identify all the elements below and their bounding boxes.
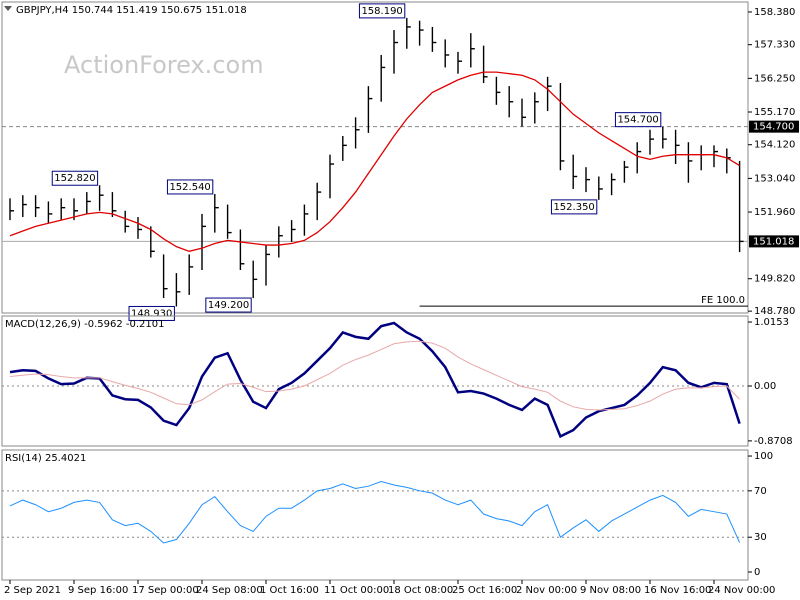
pane-title: GBPJPY,H4 150.744 151.419 150.675 151.01…: [16, 5, 247, 16]
x-tick-label: 24 Nov 00:00: [708, 585, 775, 596]
annotation-label: 152.820: [54, 173, 95, 184]
title-icon: [4, 6, 12, 11]
level-label-box: [749, 120, 799, 133]
annotation-label: 154.700: [617, 115, 658, 126]
y-tick-label: -0.8708: [754, 436, 793, 447]
x-tick-label: 11 Oct 00:00: [324, 585, 389, 596]
y-tick-label: 156.250: [754, 73, 795, 84]
level-label-box: [749, 235, 799, 248]
y-tick-label: 154.120: [754, 140, 795, 151]
annotation-box: [614, 112, 662, 128]
annotation-box: [51, 170, 99, 186]
x-tick-label: 16 Nov 16:00: [644, 585, 711, 596]
y-tick-label: 30: [754, 532, 767, 543]
x-tick-label: 2 Sep 2021: [4, 585, 61, 596]
annotation-label: 149.200: [208, 300, 249, 311]
x-tick-label: 25 Oct 16:00: [452, 585, 517, 596]
y-tick-label: 0.00: [754, 381, 776, 392]
level-label: 154.700: [753, 122, 794, 133]
x-tick-label: 9 Nov 08:00: [580, 585, 641, 596]
series-line: [9, 340, 740, 411]
series-line: [9, 321, 741, 439]
pane-title: RSI(14) 25.4021: [5, 453, 86, 464]
y-tick-label: 149.820: [754, 274, 795, 285]
y-tick-label: 151.960: [754, 207, 795, 218]
annotation-label: 152.540: [169, 182, 210, 193]
annotation-box: [128, 305, 175, 321]
series-line: [9, 481, 741, 544]
y-tick-label: 1.0153: [754, 317, 789, 328]
annotation-label: 158.190: [361, 6, 402, 17]
x-tick-label: 2 Nov 00:00: [516, 585, 577, 596]
y-tick-label: 100: [754, 451, 773, 462]
annotation-box: [166, 179, 214, 195]
annotation-label: 152.350: [553, 202, 594, 213]
x-tick-label: 24 Sep 08:00: [196, 585, 263, 596]
x-tick-label: 1 Oct 16:00: [260, 585, 319, 596]
y-tick-label: 70: [754, 486, 767, 497]
watermark: ActionForex.com: [64, 51, 264, 79]
annotation-label: 148.930: [131, 308, 172, 319]
pane-title: MACD(12,26,9) -0.5962 -0.2101: [5, 319, 165, 330]
y-tick-label: 157.330: [754, 40, 795, 51]
level-label: 151.018: [753, 236, 794, 247]
y-tick-label: 148.780: [754, 306, 795, 317]
pane-frame: [1, 449, 749, 581]
pane-frame: [1, 1, 749, 314]
annotation-box: [550, 199, 598, 215]
pane-frame: [1, 315, 749, 447]
y-tick-label: 0: [754, 567, 760, 578]
y-tick-label: 158.380: [754, 7, 795, 18]
y-tick-label: 155.170: [754, 107, 795, 118]
x-tick-label: 18 Oct 08:00: [388, 585, 453, 596]
annotation-box: [358, 3, 406, 19]
fe-label: FE 100.0: [701, 295, 745, 306]
annotation-box: [205, 297, 252, 313]
moving-average: [9, 71, 740, 252]
y-tick-label: 153.040: [754, 173, 795, 184]
x-tick-label: 9 Sep 16:00: [68, 585, 128, 596]
x-tick-label: 17 Sep 00:00: [132, 585, 199, 596]
